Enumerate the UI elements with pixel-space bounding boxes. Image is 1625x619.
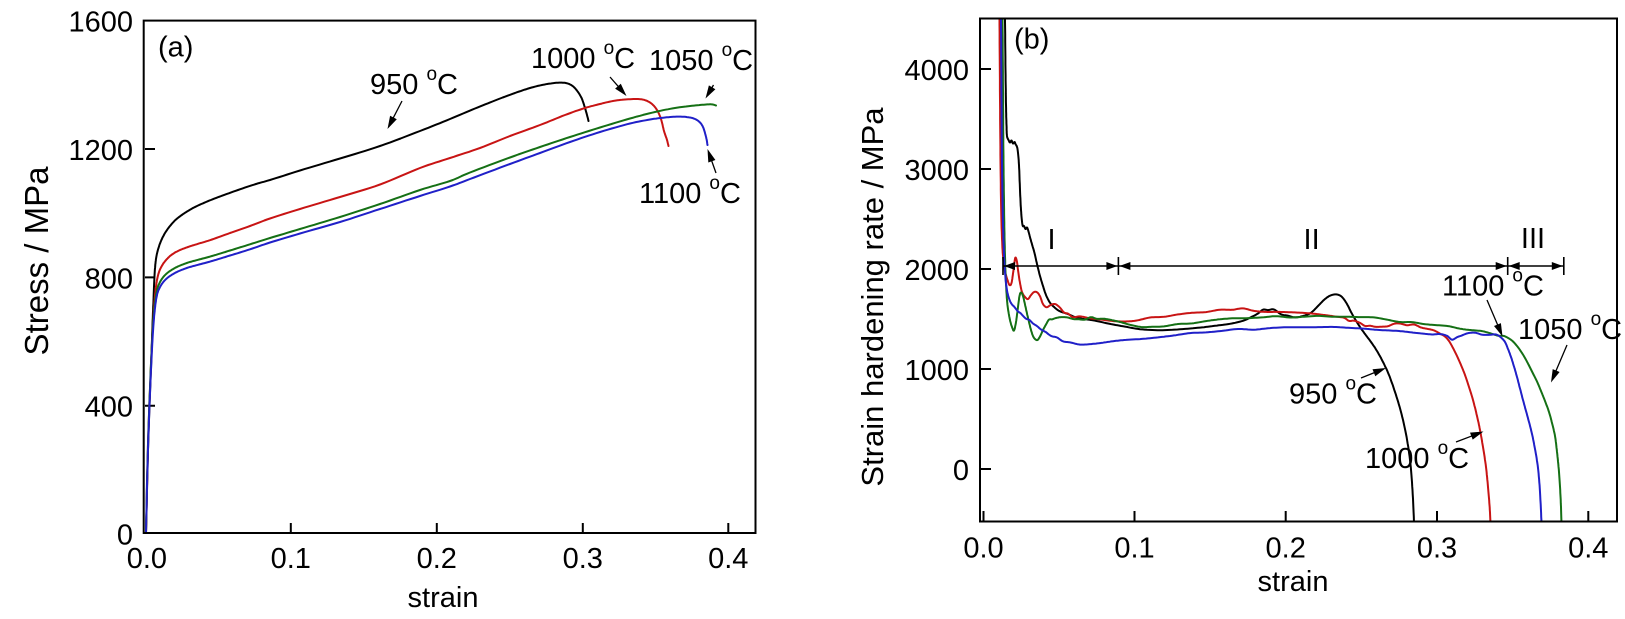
svg-text:400: 400	[85, 392, 133, 424]
svg-text:Strain hardening rate / MPa: Strain hardening rate / MPa	[855, 107, 890, 487]
svg-text:strain: strain	[408, 582, 479, 614]
svg-text:1000 oC: 1000 oC	[531, 38, 635, 75]
svg-text:2000: 2000	[904, 255, 969, 287]
svg-text:0: 0	[117, 519, 133, 551]
svg-text:800: 800	[85, 263, 133, 295]
svg-text:0.3: 0.3	[1417, 533, 1457, 565]
svg-text:950 oC: 950 oC	[370, 64, 458, 101]
svg-text:1000: 1000	[904, 355, 969, 387]
svg-text:0.2: 0.2	[1266, 533, 1306, 565]
svg-text:1050 oC: 1050 oC	[649, 40, 753, 77]
svg-text:II: II	[1304, 224, 1320, 256]
svg-text:1200: 1200	[68, 135, 133, 167]
svg-text:0.0: 0.0	[963, 533, 1003, 565]
svg-text:(a): (a)	[158, 32, 193, 64]
svg-text:1100 oC: 1100 oC	[639, 173, 741, 210]
svg-text:950 oC: 950 oC	[1289, 374, 1377, 411]
svg-text:1050 oC: 1050 oC	[1518, 309, 1622, 346]
svg-text:strain: strain	[1258, 566, 1329, 598]
svg-text:3000: 3000	[904, 155, 969, 187]
svg-text:1000 oC: 1000 oC	[1365, 438, 1469, 475]
svg-text:1600: 1600	[68, 7, 133, 39]
svg-text:0.1: 0.1	[271, 543, 311, 575]
svg-text:Stress / MPa: Stress / MPa	[18, 166, 55, 356]
svg-text:1100 oC: 1100 oC	[1442, 266, 1544, 303]
svg-text:III: III	[1521, 223, 1545, 255]
svg-text:I: I	[1047, 224, 1055, 256]
svg-text:0.1: 0.1	[1114, 533, 1154, 565]
svg-text:0.2: 0.2	[417, 543, 457, 575]
svg-text:4000: 4000	[904, 55, 969, 87]
svg-text:0.0: 0.0	[127, 543, 167, 575]
svg-text:0.3: 0.3	[563, 543, 603, 575]
svg-text:(b): (b)	[1014, 24, 1049, 56]
svg-text:0.4: 0.4	[708, 543, 748, 575]
svg-text:0.4: 0.4	[1568, 533, 1608, 565]
svg-text:0: 0	[953, 455, 969, 487]
